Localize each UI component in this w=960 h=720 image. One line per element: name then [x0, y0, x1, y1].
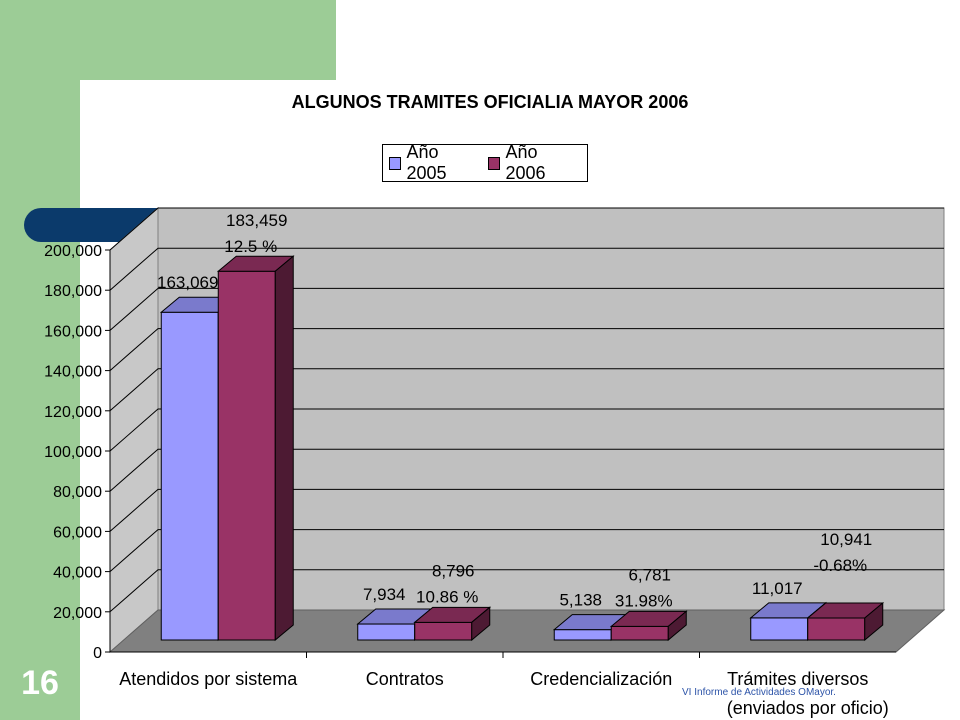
percent-label: -0.68%: [813, 556, 867, 575]
legend-swatch-2005: [389, 156, 402, 170]
slide-number: 16: [21, 664, 59, 702]
gridline: [109, 488, 944, 532]
data-label-2005: 7,934: [363, 585, 406, 604]
category-label: Credencialización: [530, 669, 672, 689]
bar-2005: [553, 629, 612, 641]
bar-2006: [807, 617, 866, 641]
data-label-2006: 6,781: [628, 565, 671, 584]
bar-side-face: [471, 606, 491, 642]
gridline: [109, 368, 944, 412]
legend-label-2005: Año 2005: [406, 142, 447, 183]
legend-item-2005: Año 2005: [389, 142, 480, 184]
data-label-2005: 5,138: [559, 591, 602, 610]
bar-side-face: [864, 601, 884, 642]
gridline: [109, 328, 944, 371]
data-label-2005: 163,069: [157, 273, 218, 292]
gridline: [109, 207, 944, 251]
bar-2006: [217, 270, 276, 641]
percent-label: 12.5 %: [224, 237, 277, 256]
y-tick-label: 120,000: [44, 404, 102, 421]
category-label: Atendidos por sistema: [119, 669, 298, 689]
gridline: [109, 448, 944, 492]
data-label-2005: 11,017: [752, 579, 803, 598]
data-label-2006: 8,796: [432, 561, 475, 580]
chart-legend: Año 2005 Año 2006: [382, 142, 588, 184]
y-tick-label: 180,000: [44, 283, 102, 300]
bar-side-face: [274, 255, 294, 642]
green-top-band: [0, 0, 336, 80]
y-tick-label: 40,000: [53, 565, 102, 582]
category-label: Trámites diversos: [727, 669, 868, 689]
y-tick-label: 80,000: [53, 484, 102, 501]
y-tick-label: 20,000: [53, 605, 102, 622]
data-label-2006: 10,941: [820, 530, 872, 549]
y-tick-label: 140,000: [44, 364, 102, 381]
data-label-2006: 183,459: [226, 211, 287, 230]
legend-item-2006: Año 2006: [488, 142, 579, 184]
bar-2005: [357, 623, 416, 641]
category-label: Contratos: [366, 669, 444, 689]
bar-2005: [750, 617, 809, 641]
percent-label: 31.98%: [615, 591, 673, 610]
legend-label-2006: Año 2006: [505, 142, 546, 183]
y-tick-label: 60,000: [53, 524, 102, 541]
percent-label: 10.86 %: [416, 587, 478, 606]
green-side-band: [0, 0, 80, 720]
bar-2006: [610, 625, 669, 641]
y-tick-label: 100,000: [44, 444, 102, 461]
bar-side-face: [667, 610, 687, 642]
y-tick-label: 160,000: [44, 323, 102, 340]
gridline: [109, 569, 944, 613]
bar-2006: [414, 621, 473, 641]
gridline: [109, 529, 944, 572]
bar-2005: [160, 311, 219, 641]
y-tick-label: 0: [93, 645, 102, 662]
legend-swatch-2006: [488, 156, 501, 170]
y-tick-label: 200,000: [44, 243, 102, 260]
footer-note: VI Informe de Actividades OMayor.: [682, 687, 836, 698]
gridline: [109, 408, 944, 452]
chart-title: ALGUNOS TRAMITES OFICIALIA MAYOR 2006: [291, 92, 689, 112]
category-sublabel: (enviados por oficio): [727, 698, 889, 718]
gridline: [109, 287, 944, 331]
gridline: [109, 247, 944, 291]
